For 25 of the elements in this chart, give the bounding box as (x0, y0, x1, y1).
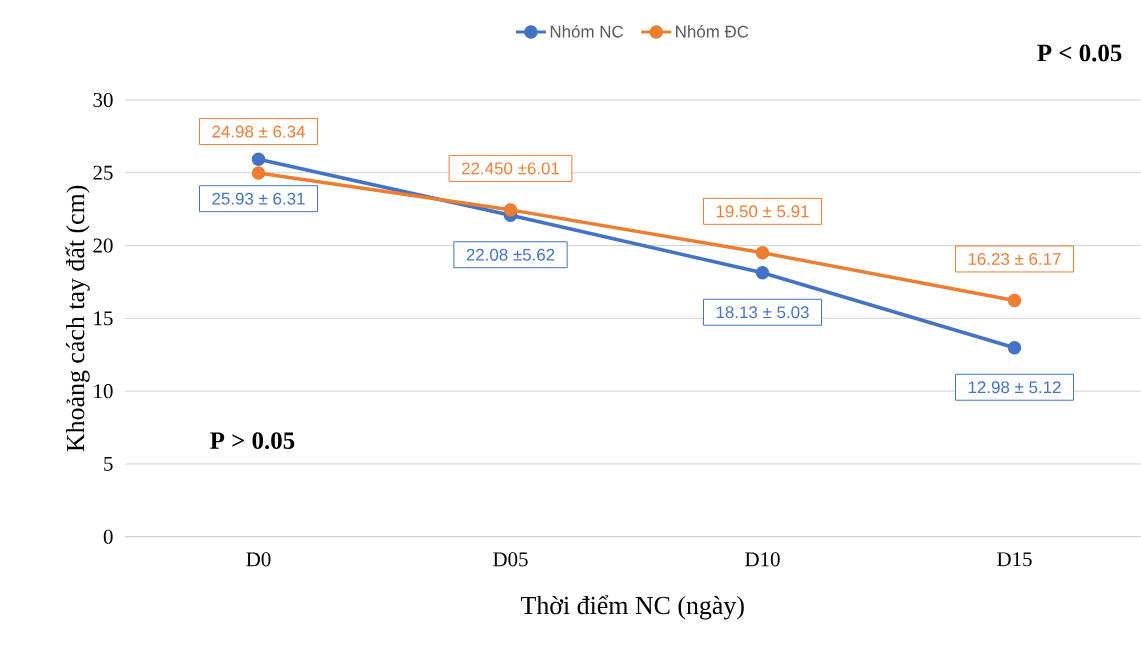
y-tick-label: 20 (93, 238, 113, 253)
data-label: 18.13 ± 5.03 (716, 306, 809, 319)
legend-label: Nhóm ĐC (676, 25, 749, 38)
y-tick-label: 5 (104, 457, 113, 472)
data-label: 16.23 ± 6.17 (968, 253, 1061, 266)
x-tick-label: D0 (246, 552, 271, 567)
x-axis-title: Thời điểm NC (ngày) (521, 595, 744, 620)
data-label: 22.08 ±5.62 (466, 248, 555, 261)
y-tick-label: 0 (103, 529, 113, 544)
y-tick-label: 10 (94, 384, 113, 399)
y-axis-title: Khoảng cách tay đất (cm) (65, 185, 90, 452)
data-label: 12.98 ± 5.12 (968, 381, 1061, 394)
data-label: 25.93 ± 6.31 (212, 192, 305, 205)
x-tick-label: D05 (493, 552, 528, 567)
y-tick-label: 15 (94, 311, 113, 326)
x-tick-label: D15 (997, 552, 1032, 567)
legend-label: Nhóm NC (550, 25, 624, 38)
annotation: P > 0.05 (210, 432, 295, 450)
data-label: 22.450 ±6.01 (462, 162, 560, 175)
y-tick-label: 25 (93, 165, 113, 180)
x-tick-label: D10 (745, 552, 780, 567)
data-label: 24.98 ± 6.34 (212, 125, 305, 138)
y-tick-label: 30 (93, 93, 113, 108)
data-label: 19.50 ± 5.91 (716, 205, 809, 218)
text: P < 0.05 (1037, 44, 1122, 62)
